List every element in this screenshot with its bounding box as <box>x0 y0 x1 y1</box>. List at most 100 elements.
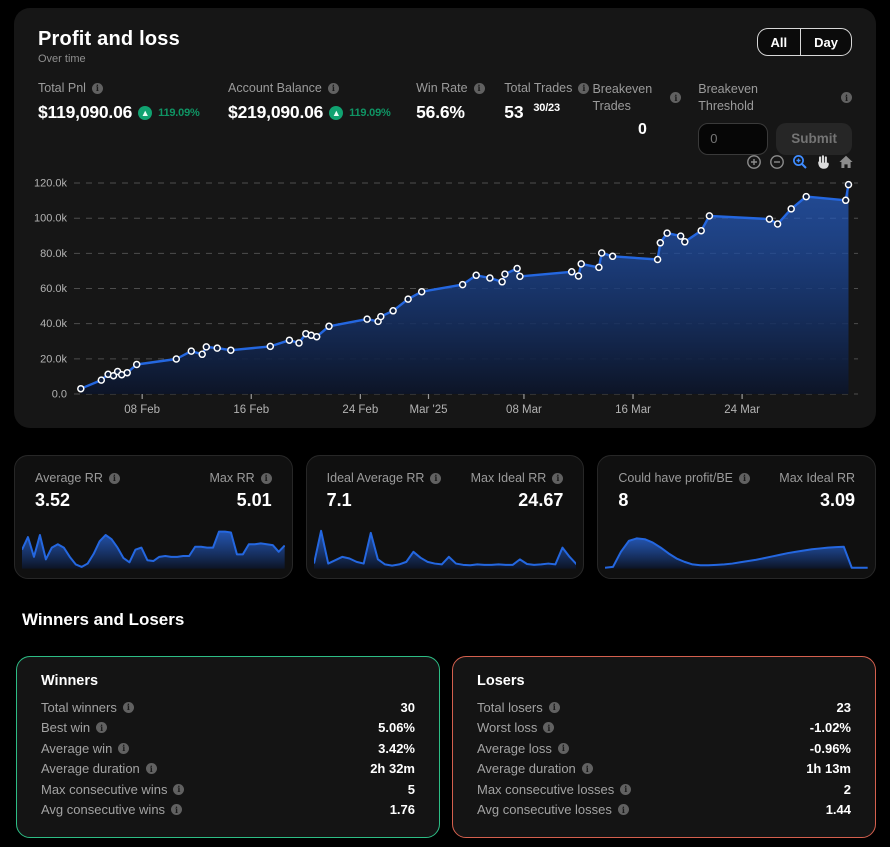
stat-value: 53 <box>504 102 524 122</box>
stat-row: Total losers i 23 <box>477 697 851 718</box>
trend-up-icon: ▲ <box>329 105 344 120</box>
info-icon[interactable]: i <box>670 92 682 104</box>
winners-losers-section-title: Winners and Losers <box>22 610 185 629</box>
card-ideal-average-rr: Ideal Average RR i Max Ideal RR i 7.1 24.6… <box>305 455 585 579</box>
svg-text:Mar '25: Mar '25 <box>410 404 448 416</box>
stat-row: Average duration i 2h 32m <box>41 759 415 780</box>
losers-card-title: Losers <box>477 673 525 689</box>
stat-row: Total winners i 30 <box>41 697 415 718</box>
range-all-button[interactable]: All <box>758 29 801 55</box>
stat-change: 119.09% <box>349 106 391 119</box>
info-icon[interactable]: i <box>260 472 272 484</box>
info-icon[interactable]: i <box>430 472 442 484</box>
svg-text:20.0k: 20.0k <box>40 353 67 365</box>
stat-value: 5 <box>407 781 415 797</box>
info-icon[interactable]: i <box>145 763 157 775</box>
card-right-label: Max Ideal RR <box>470 471 547 485</box>
svg-text:40.0k: 40.0k <box>40 318 67 330</box>
card-right-value: 3.09 <box>819 490 856 510</box>
stat-value: -1.02% <box>809 720 851 736</box>
info-icon[interactable]: i <box>739 472 750 484</box>
card-left-label: Ideal Average RR <box>326 471 425 485</box>
stat-row: Worst loss i -1.02% <box>477 718 851 739</box>
stat-row: Max consecutive losses i 2 <box>477 779 851 800</box>
stat-row: Average win i 3.42% <box>41 738 415 759</box>
stat-label: Total winners i <box>41 700 134 715</box>
stat-label: Breakeven Trades <box>592 82 653 113</box>
equity-curve-chart[interactable]: 0.0 20.0k 40.0k 60.0k 80.0k 100.0k 120.0k 08 Fe… <box>24 166 866 422</box>
range-toggle: All Day <box>756 28 852 56</box>
winners-card: Winners Total winners i 30 Best win i 5.06… <box>16 656 440 838</box>
stat-row: Max consecutive wins i 5 <box>41 779 415 800</box>
svg-text:0.0: 0.0 <box>52 389 67 401</box>
zoom-out-icon[interactable] <box>769 154 785 170</box>
losers-card: Losers Total losers i 23 Worst loss i -1.0… <box>452 656 876 838</box>
stat-row: Avg consecutive wins i 1.76 <box>41 800 415 821</box>
stat-label: Max consecutive losses i <box>477 782 632 797</box>
stat-value: 56.6% <box>416 102 465 122</box>
stat-value: 3.42% <box>378 740 415 756</box>
stat-value: -0.96% <box>809 740 851 756</box>
svg-text:24 Feb: 24 Feb <box>342 404 378 416</box>
breakeven-threshold-input[interactable] <box>698 122 769 155</box>
page-title: Profit and loss <box>38 28 180 50</box>
home-reset-icon[interactable] <box>838 154 854 170</box>
pan-hand-icon[interactable] <box>815 154 831 170</box>
zoom-in-icon[interactable] <box>746 154 762 170</box>
info-icon[interactable]: i <box>617 804 629 816</box>
info-icon[interactable]: i <box>118 742 130 754</box>
info-icon[interactable]: i <box>171 804 183 816</box>
svg-text:16 Feb: 16 Feb <box>233 404 269 416</box>
stat-label: Average duration i <box>477 761 593 776</box>
info-icon[interactable]: i <box>578 82 590 94</box>
stats-row: Total Pnl i $119,090.06 ▲ 119.09% Account… <box>38 81 852 155</box>
info-icon[interactable]: i <box>173 783 185 795</box>
info-icon[interactable]: i <box>581 763 593 775</box>
profit-loss-panel: Profit and loss Over time All Day Total … <box>14 8 876 428</box>
stat-label: Best win i <box>41 720 108 735</box>
stat-total-trades: Total Trades i 53 30/23 <box>504 81 592 155</box>
info-icon[interactable]: i <box>543 722 555 734</box>
info-icon[interactable]: i <box>122 701 134 713</box>
stat-value: 2 <box>843 781 851 797</box>
svg-text:08 Feb: 08 Feb <box>124 404 160 416</box>
svg-text:08 Mar: 08 Mar <box>506 404 542 416</box>
info-icon[interactable]: i <box>473 82 485 94</box>
card-left-value: 7.1 <box>326 490 352 510</box>
sparkline-chart <box>22 523 285 571</box>
stat-change: 119.09% <box>158 106 200 119</box>
range-day-button[interactable]: Day <box>800 29 851 55</box>
info-icon[interactable]: i <box>840 92 852 104</box>
info-icon[interactable]: i <box>552 472 564 484</box>
stat-value: 1.44 <box>825 802 851 818</box>
stat-value: 0 <box>637 120 647 138</box>
card-left-label: Average RR <box>35 471 103 485</box>
info-icon[interactable]: i <box>96 722 108 734</box>
svg-text:100.0k: 100.0k <box>34 213 68 225</box>
stat-account-balance: Account Balance i $219,090.06 ▲ 119.09% <box>228 81 416 155</box>
stat-label: Average duration i <box>41 761 157 776</box>
stat-row: Best win i 5.06% <box>41 718 415 739</box>
stat-value: 1h 13m <box>806 761 851 777</box>
stat-label: Avg consecutive losses i <box>477 802 629 817</box>
rr-cards-row: Average RR i Max RR i 3.52 5.01 Ideal Aver… <box>14 455 877 579</box>
card-left-label: Could have profit/BE <box>618 471 733 485</box>
svg-text:80.0k: 80.0k <box>40 248 67 260</box>
info-icon[interactable]: i <box>620 783 632 795</box>
card-right-value: 5.01 <box>236 490 272 510</box>
card-right-value: 24.67 <box>518 490 564 510</box>
info-icon[interactable]: i <box>91 82 103 94</box>
submit-button[interactable]: Submit <box>776 122 852 155</box>
page-subtitle: Over time <box>38 53 86 65</box>
stat-label: Average win i <box>41 741 130 756</box>
trend-up-icon: ▲ <box>138 105 153 120</box>
zoom-select-icon[interactable] <box>792 154 808 170</box>
info-icon[interactable]: i <box>548 701 560 713</box>
info-icon[interactable]: i <box>108 472 120 484</box>
info-icon[interactable]: i <box>557 742 569 754</box>
info-icon[interactable]: i <box>327 82 339 94</box>
stat-value: 5.06% <box>378 720 415 736</box>
card-right-label: Max Ideal RR <box>779 471 856 485</box>
stat-value: 30 <box>400 699 415 715</box>
stat-label: Total Trades <box>504 81 573 95</box>
